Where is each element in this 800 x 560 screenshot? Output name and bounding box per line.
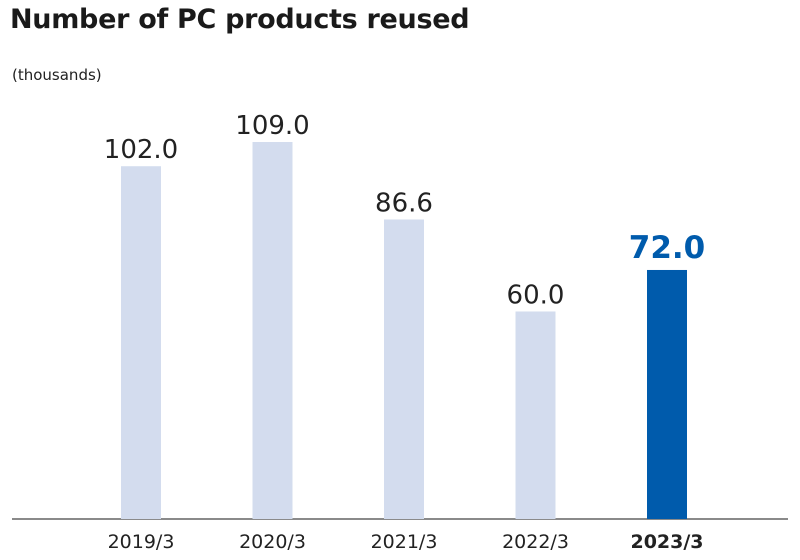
- bar-2023-3: [647, 269, 687, 519]
- x-tick-label-2019-3: 2019/3: [108, 531, 175, 553]
- data-label-2021-3: 86.6: [375, 188, 433, 218]
- x-tick-label-2021-3: 2021/3: [371, 531, 438, 553]
- data-label-2020-3: 109.0: [235, 111, 309, 141]
- chart-title: Number of PC products reused: [10, 4, 470, 35]
- data-label-2019-3: 102.0: [104, 135, 178, 165]
- data-label-2022-3: 60.0: [507, 280, 565, 310]
- unit-label: (thousands): [12, 66, 102, 84]
- x-tick-label-2023-3: 2023/3: [630, 531, 703, 553]
- bar-2019-3: [121, 166, 161, 520]
- x-tick-label-2022-3: 2022/3: [502, 531, 569, 553]
- bar-2022-3: [515, 311, 556, 519]
- bar-2021-3: [384, 219, 424, 520]
- bar-2020-3: [252, 142, 293, 519]
- x-tick-label-2020-3: 2020/3: [239, 531, 306, 553]
- data-label-2023-3: 72.0: [629, 230, 706, 266]
